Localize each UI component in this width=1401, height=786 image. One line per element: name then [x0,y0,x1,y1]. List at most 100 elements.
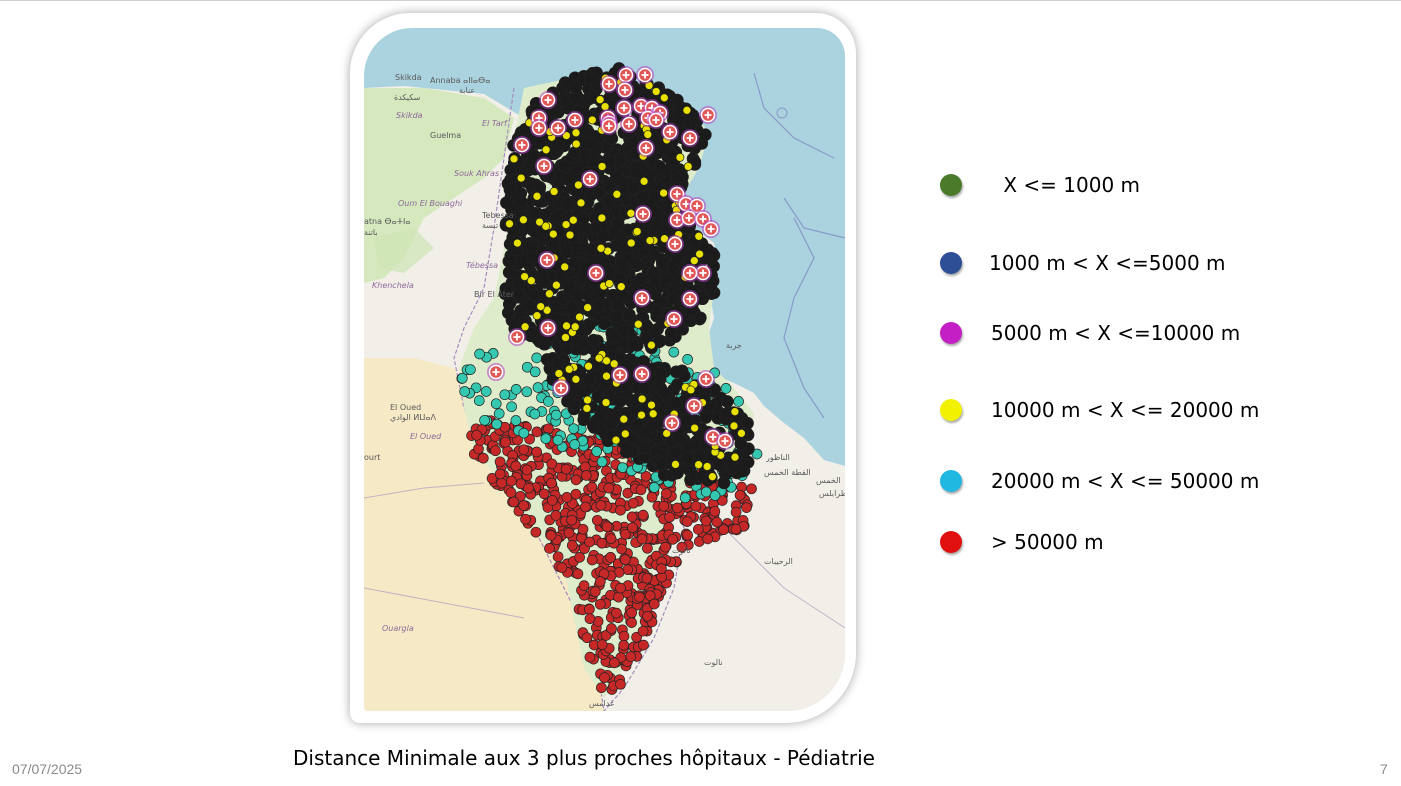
place-label: Souk Ahras [454,169,499,178]
place-label: الخمس [816,476,841,485]
yellow-point [584,361,593,371]
hospital-marker-icon[interactable] [681,264,699,282]
hospital-marker-icon[interactable] [600,117,618,135]
place-label: سكيكدة [394,93,421,102]
dense-point [654,457,668,470]
dense-point [680,451,694,465]
yellow-point [516,173,526,183]
red-point [584,613,596,625]
red-point [599,672,610,683]
yellow-point [639,176,649,186]
hospital-marker-icon[interactable] [697,370,715,388]
hospital-marker-icon[interactable] [530,119,548,137]
hospital-marker-icon[interactable] [513,136,531,154]
red-point [615,678,626,690]
hospital-marker-icon[interactable] [634,205,652,223]
teal-point [529,366,541,378]
hospital-marker-icon[interactable] [661,123,679,141]
hospital-marker-icon[interactable] [636,66,654,84]
yellow-point [737,428,746,438]
red-point [546,458,558,470]
yellow-point [548,229,558,239]
dense-point [626,181,640,195]
hospital-marker-icon[interactable] [637,139,655,157]
legend-dot-icon [940,322,962,344]
red-point [637,509,649,521]
place-label: El Oued [410,432,442,441]
dense-point [569,92,583,105]
red-point [611,607,622,619]
red-point [746,483,757,495]
yellow-point [576,198,586,208]
hospital-marker-icon[interactable] [600,75,618,93]
red-point [638,639,649,651]
red-point [494,456,506,468]
hospital-marker-icon[interactable] [539,91,557,109]
hospital-marker-icon[interactable] [616,81,634,99]
hospital-marker-icon[interactable] [539,319,557,337]
red-point [596,537,608,549]
hospital-marker-icon[interactable] [663,414,681,432]
hospital-marker-icon[interactable] [566,111,584,129]
hospital-marker-icon[interactable] [587,264,605,282]
hospital-marker-icon[interactable] [666,235,684,253]
dense-point [538,337,551,351]
dense-point [533,180,547,194]
map-viewport[interactable]: Skikda Annaba ⴰⵏⵏⴰⴱⴰ عنابة سكيكدة Skikda… [364,28,845,711]
hospital-marker-icon[interactable] [681,129,699,147]
red-point [635,484,647,496]
yellow-point [562,321,571,331]
hospital-marker-icon[interactable] [615,99,633,117]
hospital-marker-icon[interactable] [535,157,553,175]
green-area [374,228,434,273]
hospital-marker-icon[interactable] [549,119,567,137]
hospital-marker-icon[interactable] [487,363,505,381]
yellow-point [513,238,522,248]
teal-point [491,418,503,430]
hospital-marker-icon[interactable] [508,328,526,346]
red-point [566,540,578,551]
hospital-marker-icon[interactable] [702,220,720,238]
hospital-marker-icon[interactable] [699,106,717,124]
hospital-marker-icon[interactable] [665,310,683,328]
hospital-marker-icon[interactable] [633,289,651,307]
red-point [605,552,616,563]
dense-point [693,449,707,463]
legend-label: X <= 1000 m [997,173,1141,197]
yellow-point [570,322,580,332]
red-point [676,541,688,553]
yellow-point [601,398,611,407]
teal-point [552,434,564,446]
red-point [570,488,582,500]
yellow-point [651,87,661,96]
hospital-marker-icon[interactable] [633,365,651,383]
dense-point [640,320,654,333]
hospital-marker-icon[interactable] [681,290,699,308]
yellow-point [545,289,554,299]
dense-point [500,196,513,210]
hospital-marker-icon[interactable] [538,251,556,269]
yellow-point [643,130,653,139]
hospital-marker-icon[interactable] [611,366,629,384]
red-point [578,580,590,591]
hospital-marker-icon[interactable] [620,115,638,133]
place-label: طرابلس [819,489,845,498]
dense-point [680,414,694,428]
red-point [594,598,606,610]
legend-item-20000-50000: 20000 m < X <= 50000 m [940,466,1259,496]
red-point [556,562,568,573]
hospital-marker-icon[interactable] [647,111,665,129]
teal-point [479,414,490,426]
place-label: Skikda [396,111,423,120]
dense-point [596,229,610,243]
hospital-marker-icon[interactable] [685,397,703,415]
hospital-marker-icon[interactable] [716,432,734,450]
teal-point [473,395,485,406]
hospital-marker-icon[interactable] [552,379,570,397]
red-point [520,513,531,525]
legend-dot-icon [940,174,962,196]
red-point [616,543,627,555]
red-point [730,506,742,518]
hospital-marker-icon[interactable] [581,170,599,188]
yellow-point [595,95,605,105]
